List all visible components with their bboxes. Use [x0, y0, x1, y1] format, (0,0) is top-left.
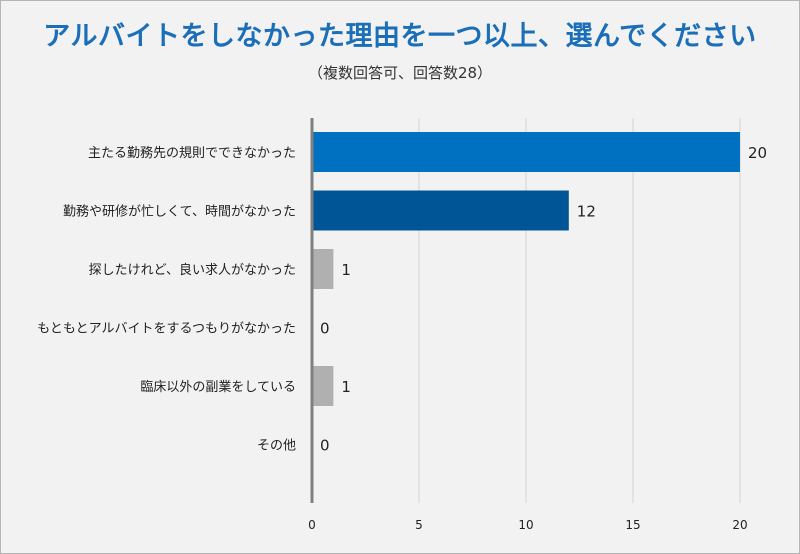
x-tick-labels: 0 5 10 15 20 — [308, 518, 747, 532]
value-label: 20 — [748, 144, 767, 162]
bar — [312, 132, 740, 172]
x-tick-label: 5 — [415, 518, 423, 532]
x-tick-label: 0 — [308, 518, 316, 532]
category-label: もともとアルバイトをするつもりがなかった — [37, 322, 296, 337]
chart-title: アルバイトをしなかった理由を一つ以上、選んでください — [43, 21, 757, 52]
bar — [312, 366, 334, 406]
x-tick-label: 20 — [732, 518, 747, 532]
category-label: 探したけれど、良い求人がなかった — [89, 262, 296, 278]
x-tick-label: 10 — [518, 518, 533, 532]
value-label: 0 — [320, 437, 330, 455]
value-label: 1 — [341, 261, 351, 279]
value-label: 1 — [341, 378, 351, 396]
bar — [312, 249, 334, 289]
category-label: 臨床以外の副業をしている — [140, 379, 296, 395]
x-tick-label: 15 — [625, 518, 640, 532]
chart-subtitle: （複数回答可、回答数28） — [307, 64, 493, 82]
value-label: 12 — [577, 203, 596, 221]
category-labels: 主たる勤務先の規則でできなかった勤務や研修が忙しくて、時間がなかった探したけれど… — [37, 146, 296, 454]
category-label: その他 — [257, 439, 296, 454]
category-label: 勤務や研修が忙しくて、時間がなかった — [63, 205, 296, 220]
category-label: 主たる勤務先の規則でできなかった — [88, 146, 296, 161]
value-labels: 20 12 1 0 1 0 — [320, 144, 767, 455]
bars — [312, 132, 740, 406]
bar — [312, 190, 569, 231]
value-label: 0 — [320, 320, 330, 338]
gridlines — [418, 118, 741, 503]
